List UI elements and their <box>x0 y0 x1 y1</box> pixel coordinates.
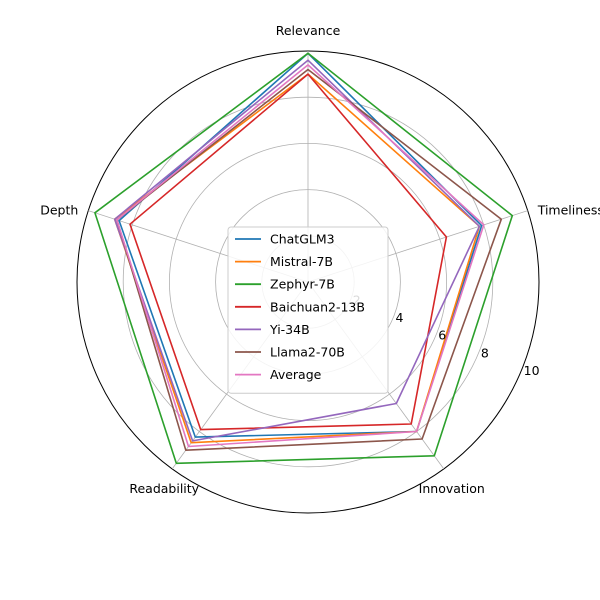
radar-series <box>94 52 514 465</box>
legend-label: Mistral-7B <box>270 254 333 269</box>
axis-label-timeliness: Timeliness <box>537 203 600 218</box>
legend-label: Zephyr-7B <box>270 277 335 292</box>
axis-label-innovation: Innovation <box>419 481 485 496</box>
legend-label: Baichuan2-13B <box>270 299 365 314</box>
legend-label: ChatGLM3 <box>270 232 335 247</box>
r-tick-label: 6 <box>438 328 446 343</box>
series-line-yi-34b <box>113 59 481 442</box>
legend-label: Average <box>270 367 322 382</box>
axis-label-relevance: Relevance <box>276 23 341 38</box>
r-tick-label: 10 <box>524 363 540 378</box>
series-line-baichuan2-13b <box>129 73 448 431</box>
r-tick-label: 4 <box>395 310 403 325</box>
legend: ChatGLM3 Mistral-7B Zephyr-7B Baichuan2-13B… <box>227 226 389 394</box>
legend-label: Yi-34B <box>269 322 310 337</box>
axis-label-readability: Readability <box>129 481 199 496</box>
radar-labels: 246810RelevanceTimelinessInnovationReada… <box>40 23 600 496</box>
r-tick-label: 8 <box>481 345 489 360</box>
axis-label-depth: Depth <box>40 203 78 218</box>
legend-box <box>227 226 389 394</box>
series-line-zephyr-7b <box>94 52 514 465</box>
series-line-average <box>116 64 485 448</box>
legend-label: Llama2-70B <box>270 345 345 360</box>
